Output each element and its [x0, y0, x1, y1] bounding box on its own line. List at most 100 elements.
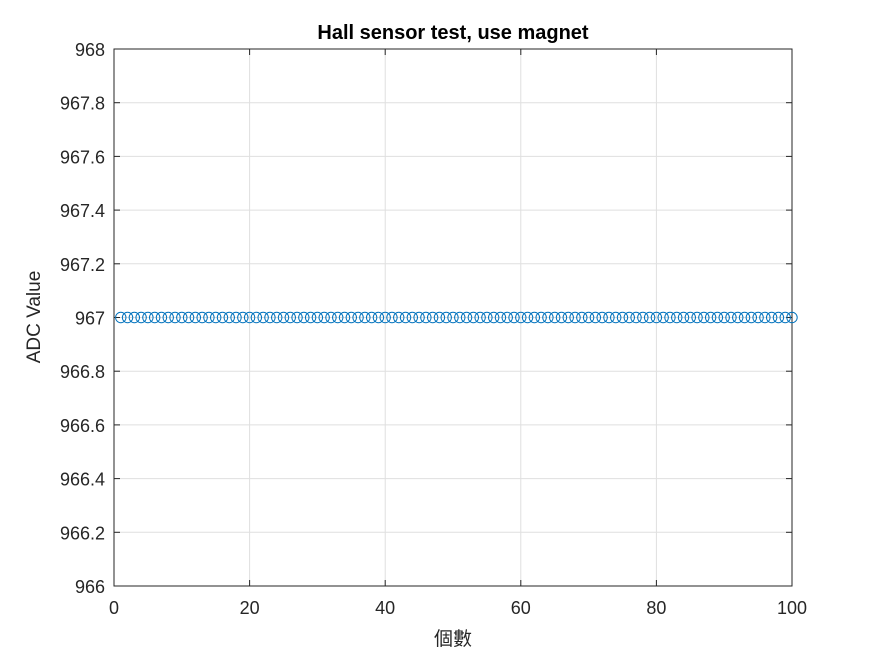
data-point [677, 311, 690, 324]
data-point [142, 311, 154, 324]
data-point [528, 311, 541, 324]
data-point [752, 311, 764, 324]
data-point [460, 311, 473, 324]
data-point [779, 311, 791, 324]
data-point [569, 311, 581, 324]
y-tick-label: 966 [75, 577, 105, 597]
data-point [589, 311, 602, 324]
y-tick-labels: 966 966.2 966.4 966.6 966.8 967 967.2 967.4 967.… [60, 40, 105, 597]
data-point [257, 311, 269, 324]
data-point [603, 311, 615, 324]
data-point [393, 311, 405, 324]
data-point [725, 311, 737, 324]
data-point [447, 311, 459, 324]
data-point [562, 311, 574, 324]
y-tick-label: 966.2 [60, 523, 105, 543]
data-point [426, 311, 439, 324]
data-point [237, 311, 249, 324]
data-point [203, 311, 215, 324]
data-point [230, 311, 242, 324]
data-point [338, 311, 351, 324]
data-point [291, 311, 303, 324]
data-point [698, 311, 710, 324]
data-point [610, 311, 622, 324]
data-point [271, 311, 283, 324]
data-point [501, 311, 513, 324]
data-point [243, 311, 256, 324]
x-tick-label: 0 [109, 598, 119, 618]
y-tick-label: 966.6 [60, 416, 105, 436]
data-point [508, 311, 520, 324]
data-point [284, 311, 296, 324]
data-point [786, 311, 798, 324]
y-tick-label: 967.2 [60, 255, 105, 275]
data-point [671, 311, 683, 324]
data-point [440, 311, 452, 324]
data-point [176, 311, 188, 324]
data-point [623, 311, 635, 324]
data-point [630, 311, 642, 324]
data-point [128, 311, 141, 324]
y-tick-label: 966.4 [60, 470, 105, 490]
data-point [542, 311, 554, 324]
data-point [474, 311, 486, 324]
data-point [664, 311, 676, 324]
data-point [359, 311, 371, 324]
data-point [345, 311, 357, 324]
data-point [223, 311, 235, 324]
y-tick-label: 967 [75, 309, 105, 329]
x-tick-label: 60 [511, 598, 531, 618]
data-point [732, 311, 744, 324]
data-point [467, 311, 480, 324]
data-point [494, 311, 507, 324]
data-point [711, 311, 724, 324]
data-point [582, 311, 595, 324]
data-point [148, 311, 161, 324]
data-point [718, 311, 730, 324]
chart-title: Hall sensor test, use magnet [317, 22, 589, 44]
x-tick-label: 40 [375, 598, 395, 618]
data-point [481, 311, 493, 324]
data-point [169, 311, 181, 324]
data-point [535, 311, 547, 324]
data-point [386, 311, 398, 324]
data-point [304, 311, 317, 324]
data-point [616, 311, 629, 324]
x-tick-label: 100 [777, 598, 807, 618]
data-point [704, 311, 717, 324]
y-tick-label: 968 [75, 40, 105, 60]
data-point [515, 311, 527, 324]
data-point [576, 311, 588, 324]
data-point [216, 311, 229, 324]
data-point [379, 311, 391, 324]
data-point [121, 311, 134, 324]
data-point [433, 311, 446, 324]
data-point [311, 311, 324, 324]
data-point [372, 311, 385, 324]
data-points [115, 311, 798, 324]
plot-frame [113, 48, 793, 587]
x-axis-label: 個數 [434, 628, 472, 650]
data-point [745, 311, 758, 324]
data-point [555, 311, 568, 324]
data-point [738, 311, 751, 324]
data-point [596, 311, 608, 324]
data-point [162, 311, 174, 324]
data-point [637, 311, 649, 324]
data-point [196, 311, 208, 324]
data-point [399, 311, 412, 324]
data-point [406, 311, 419, 324]
data-point [454, 311, 466, 324]
data-point [250, 311, 263, 324]
data-point [115, 311, 127, 324]
data-point [332, 311, 344, 324]
data-point [318, 311, 330, 324]
x-tick-label: 80 [646, 598, 666, 618]
x-tick-labels: 0 20 40 60 80 100 [109, 598, 807, 618]
data-point [298, 311, 310, 324]
data-point [643, 311, 656, 324]
data-point [155, 311, 168, 324]
data-point [549, 311, 561, 324]
